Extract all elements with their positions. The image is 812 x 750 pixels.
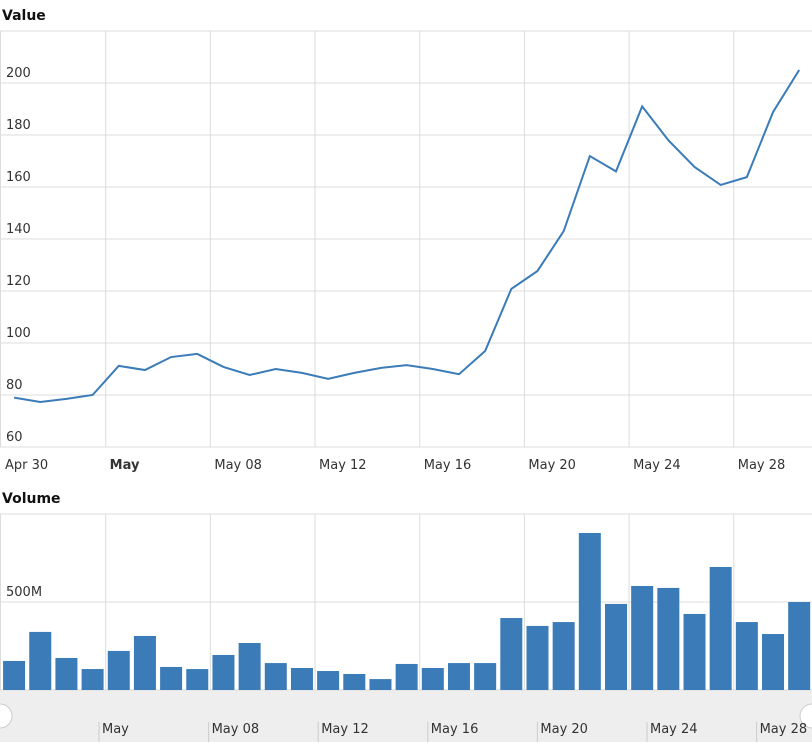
x-tick-label: May 16: [424, 458, 472, 473]
bar: [578, 533, 601, 690]
x-tick-label: May 12: [319, 458, 367, 473]
y-tick-label: 80: [6, 378, 23, 393]
bar: [735, 622, 758, 690]
y-tick-label: 200: [6, 66, 31, 81]
navigator-label: May 12: [321, 722, 369, 737]
navigator-label: May: [102, 722, 129, 737]
bar: [474, 663, 497, 690]
value-title: Value: [2, 8, 46, 24]
bar: [29, 631, 52, 690]
bar: [762, 634, 785, 690]
y-tick-label: 100: [6, 326, 31, 341]
y-tick-label: 180: [6, 118, 31, 133]
bar: [290, 668, 313, 690]
navigator-left-handle[interactable]: [0, 703, 13, 729]
navigator-label: May 08: [212, 722, 260, 737]
bar: [369, 679, 392, 690]
bar: [317, 670, 340, 690]
volume-title: Volume: [2, 491, 61, 507]
x-tick-label: May: [110, 458, 140, 473]
bar: [395, 663, 418, 690]
bar: [133, 635, 156, 690]
y-tick-label: 140: [6, 222, 31, 237]
bar: [500, 618, 523, 690]
navigator-label: May 28: [760, 722, 808, 737]
x-tick-label: May 28: [738, 458, 786, 473]
x-tick-label: Apr 30: [5, 458, 48, 473]
bar: [788, 602, 811, 690]
bar: [3, 660, 26, 690]
bar: [631, 585, 654, 690]
bar: [55, 657, 78, 690]
bar: [447, 663, 470, 690]
bar: [264, 663, 287, 690]
bar: [683, 613, 706, 690]
y-tick-label: 120: [6, 274, 31, 289]
navigator-label: May 16: [431, 722, 479, 737]
navigator-label: May 20: [540, 722, 588, 737]
bar: [238, 643, 261, 690]
bar: [186, 669, 209, 690]
navigator-label: May 24: [650, 722, 698, 737]
bar: [421, 668, 444, 690]
y-tick-label: 60: [6, 430, 23, 445]
navigator[interactable]: [0, 690, 812, 742]
y-tick-label: 160: [6, 170, 31, 185]
bar: [81, 669, 104, 690]
bar: [526, 625, 549, 690]
bar: [160, 666, 183, 690]
bar: [212, 654, 235, 690]
x-tick-label: May 08: [214, 458, 262, 473]
bar: [709, 566, 732, 690]
bar: [107, 650, 130, 690]
navigator-right-handle[interactable]: [799, 703, 812, 729]
bar: [343, 673, 366, 690]
x-tick-label: May 24: [633, 458, 681, 473]
x-tick-label: May 20: [528, 458, 576, 473]
bar: [657, 587, 680, 690]
bar: [604, 603, 627, 690]
value-line: [13, 69, 801, 404]
bar: [552, 622, 575, 690]
y-tick-label: 500M: [6, 585, 42, 600]
